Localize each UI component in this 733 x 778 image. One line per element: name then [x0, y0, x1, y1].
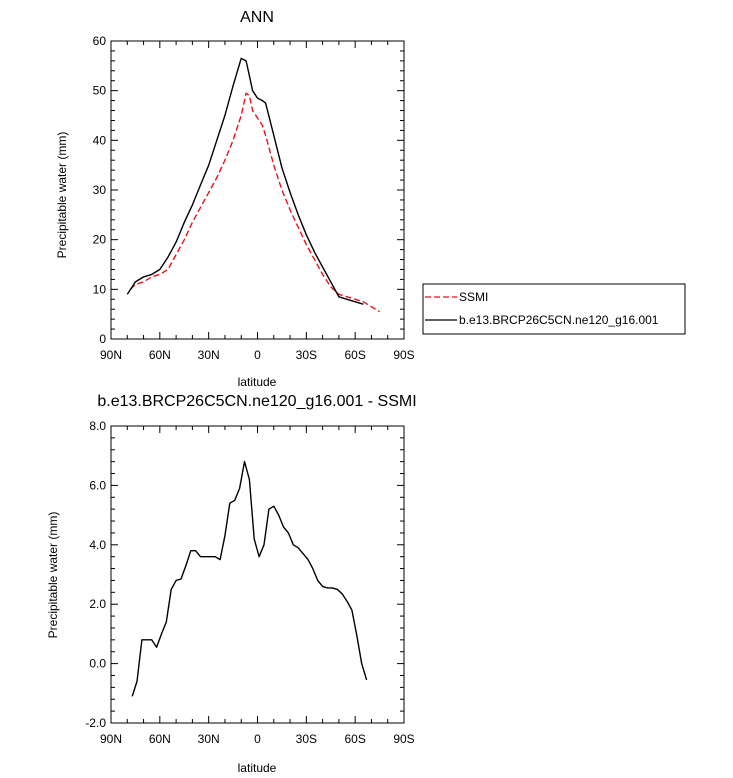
y-tick-label: 8.0: [89, 419, 106, 433]
top-chart-xlabel: latitude: [238, 375, 277, 389]
series-line-series-0: [131, 460, 368, 697]
top-chart-title: ANN: [240, 9, 274, 26]
x-tick-label: 90N: [100, 348, 122, 362]
y-tick-label: 40: [93, 133, 107, 147]
plot-frame: [110, 425, 405, 724]
x-tick-label: 30S: [296, 732, 317, 746]
y-tick-label: 0: [99, 332, 106, 346]
x-tick-label: 60N: [149, 732, 171, 746]
x-tick-label: 60S: [344, 732, 365, 746]
y-tick-label: 6.0: [89, 478, 106, 492]
series-line-b-e13-brcp26c5cn-ne120-g16-001: [126, 57, 364, 305]
bottom-chart: b.e13.BRCP26C5CN.ne120_g16.001 - SSMI la…: [46, 393, 417, 775]
bottom-chart-xlabel: latitude: [238, 761, 277, 775]
series-line-ssmi: [130, 92, 380, 313]
y-tick-label: 2.0: [89, 597, 106, 611]
legend: SSMI b.e13.BRCP26C5CN.ne120_g16.001: [422, 283, 686, 335]
x-tick-label: 0: [254, 732, 261, 746]
y-tick-label: 30: [93, 183, 107, 197]
bottom-chart-ylabel: Precipitable water (mm): [46, 512, 60, 639]
y-tick-label: 60: [93, 34, 107, 48]
x-tick-label: 60N: [149, 348, 171, 362]
top-chart-series: [126, 57, 380, 313]
legend-box: [422, 283, 686, 335]
top-chart-axes: 90N 60N 30N 0 30S 60S 90S 0 10 20 30 40 50 60: [93, 34, 415, 362]
x-tick-label: 90S: [393, 732, 414, 746]
y-tick-label: 20: [93, 233, 107, 247]
x-tick-label: 60S: [344, 348, 365, 362]
x-tick-label: 30N: [198, 732, 220, 746]
plot-frame: [110, 40, 405, 340]
bottom-chart-title: b.e13.BRCP26C5CN.ne120_g16.001 - SSMI: [97, 393, 416, 410]
bottom-chart-series: [131, 460, 368, 697]
y-tick-label: 10: [93, 282, 107, 296]
x-tick-label: 90N: [100, 732, 122, 746]
x-tick-label: 30N: [198, 348, 220, 362]
top-chart-ylabel: Precipitable water (mm): [55, 132, 69, 259]
x-tick-label: 90S: [393, 348, 414, 362]
legend-label-model: b.e13.BRCP26C5CN.ne120_g16.001: [459, 313, 659, 327]
x-tick-label: 30S: [296, 348, 317, 362]
bottom-chart-axes: 90N 60N 30N 0 30S 60S 90S -2.0 0.0 2.0 4.0 6.0 8.0: [85, 419, 414, 746]
y-tick-label: 0.0: [89, 657, 106, 671]
legend-label-ssmi: SSMI: [459, 290, 488, 304]
y-tick-label: 50: [93, 84, 107, 98]
x-tick-label: 0: [254, 348, 261, 362]
top-chart: ANN latitude Precipitable water (mm) 90N…: [55, 9, 415, 389]
y-tick-label: 4.0: [89, 538, 106, 552]
y-tick-label: -2.0: [85, 716, 106, 730]
